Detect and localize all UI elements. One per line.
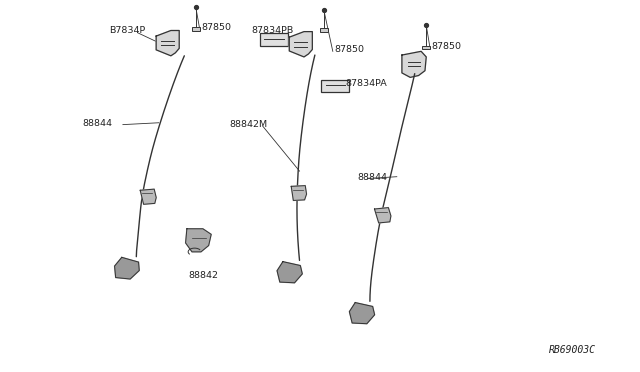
Polygon shape [289,32,312,57]
Polygon shape [349,302,374,324]
Text: 88844: 88844 [82,119,112,128]
Text: 88842M: 88842M [229,120,268,129]
Polygon shape [374,208,391,223]
Text: RB69003C: RB69003C [549,345,596,355]
Bar [422,46,430,49]
Polygon shape [277,262,302,283]
Polygon shape [291,186,307,201]
Polygon shape [402,51,426,77]
Text: 88844: 88844 [357,173,387,182]
Text: 87850: 87850 [201,23,231,32]
Text: 87850: 87850 [335,45,365,54]
Text: B7834P: B7834P [109,26,145,35]
Text: 88842: 88842 [189,271,219,280]
Polygon shape [156,31,179,56]
Text: 87834PA: 87834PA [346,79,387,88]
Text: 87834PB: 87834PB [251,26,293,35]
FancyBboxPatch shape [260,33,288,46]
Polygon shape [115,257,140,279]
Polygon shape [186,229,211,252]
Text: 87850: 87850 [431,42,461,51]
Polygon shape [140,189,156,204]
Bar [320,28,328,32]
Bar [192,27,200,31]
FancyBboxPatch shape [321,80,349,92]
